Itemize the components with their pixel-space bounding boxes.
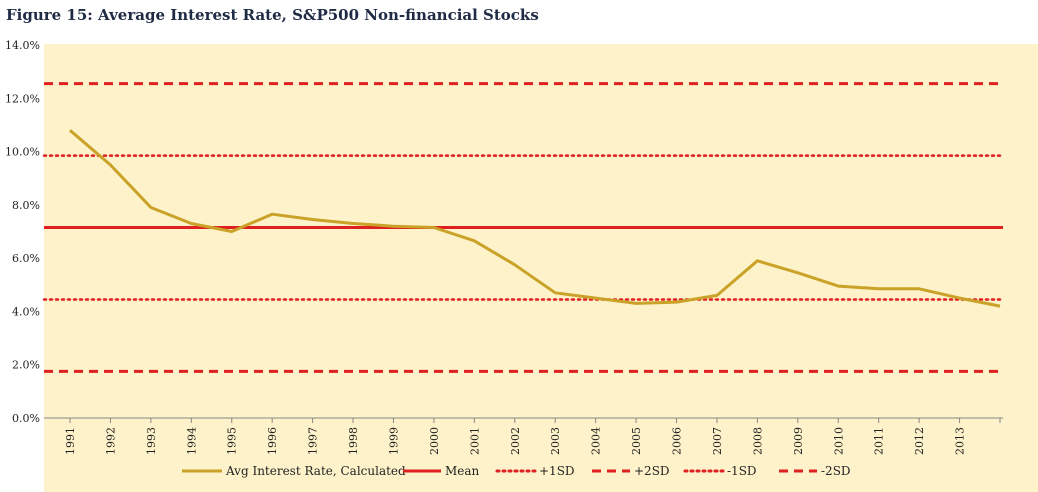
- x-tick-label: 2004: [590, 427, 603, 455]
- x-axis-ticks: 1991 1992 1993 1994 1995 1996 1997 1998 1999 2000…: [44, 417, 1003, 455]
- legend-label: -2SD: [821, 464, 851, 478]
- x-tick-label: 2005: [630, 427, 643, 455]
- x-tick-label: 2006: [671, 427, 684, 455]
- x-tick-label: 2001: [468, 427, 481, 455]
- x-tick-label: 1994: [185, 427, 198, 455]
- y-axis-ticks: 0.0% 2.0% 4.0% 6.0% 8.0% 10.0% 12.0% 14.0%: [5, 39, 40, 425]
- y-tick-label: 10.0%: [5, 146, 40, 159]
- legend-label: -1SD: [727, 464, 757, 478]
- legend-label: Avg Interest Rate, Calculated: [225, 464, 406, 478]
- legend: Avg Interest Rate, Calculated Mean +1SD +2S…: [182, 464, 851, 478]
- x-tick-label: 2011: [873, 427, 886, 455]
- x-tick-label: 2007: [711, 427, 724, 455]
- legend-label: +2SD: [634, 464, 670, 478]
- chart-title: Figure 15: Average Interest Rate, S&P500…: [6, 6, 539, 24]
- y-tick-label: 6.0%: [12, 252, 40, 265]
- x-tick-label: 1993: [145, 427, 158, 455]
- plot-area-background: [44, 44, 1038, 492]
- legend-label: Mean: [445, 464, 480, 478]
- x-tick-label: 2000: [428, 427, 441, 455]
- x-tick-label: 2003: [549, 427, 562, 455]
- y-tick-label: 8.0%: [12, 199, 40, 212]
- y-tick-label: 0.0%: [12, 412, 40, 425]
- x-tick-label: 1995: [226, 427, 239, 455]
- x-tick-label: 2012: [913, 427, 926, 455]
- x-tick-label: 1999: [387, 427, 400, 455]
- x-tick-label: 2013: [954, 427, 967, 455]
- y-tick-label: 12.0%: [5, 92, 40, 105]
- x-tick-label: 2002: [509, 427, 522, 455]
- x-tick-label: 2009: [792, 427, 805, 455]
- x-tick-label: 1997: [307, 427, 320, 455]
- y-tick-label: 4.0%: [12, 305, 40, 318]
- y-tick-label: 14.0%: [5, 39, 40, 52]
- series-line-avg-interest-rate: [69, 129, 1001, 308]
- x-tick-label: 1998: [347, 427, 360, 455]
- x-tick-label: 2010: [832, 427, 845, 455]
- legend-label: +1SD: [539, 464, 575, 478]
- x-tick-label: 1991: [64, 427, 77, 455]
- reference-lines: [42, 82, 1005, 373]
- y-tick-label: 2.0%: [12, 359, 40, 372]
- data-series: [69, 129, 1001, 308]
- x-tick-label: 1996: [266, 427, 279, 455]
- x-tick-label: 1992: [104, 427, 117, 455]
- x-tick-label: 2008: [751, 427, 764, 455]
